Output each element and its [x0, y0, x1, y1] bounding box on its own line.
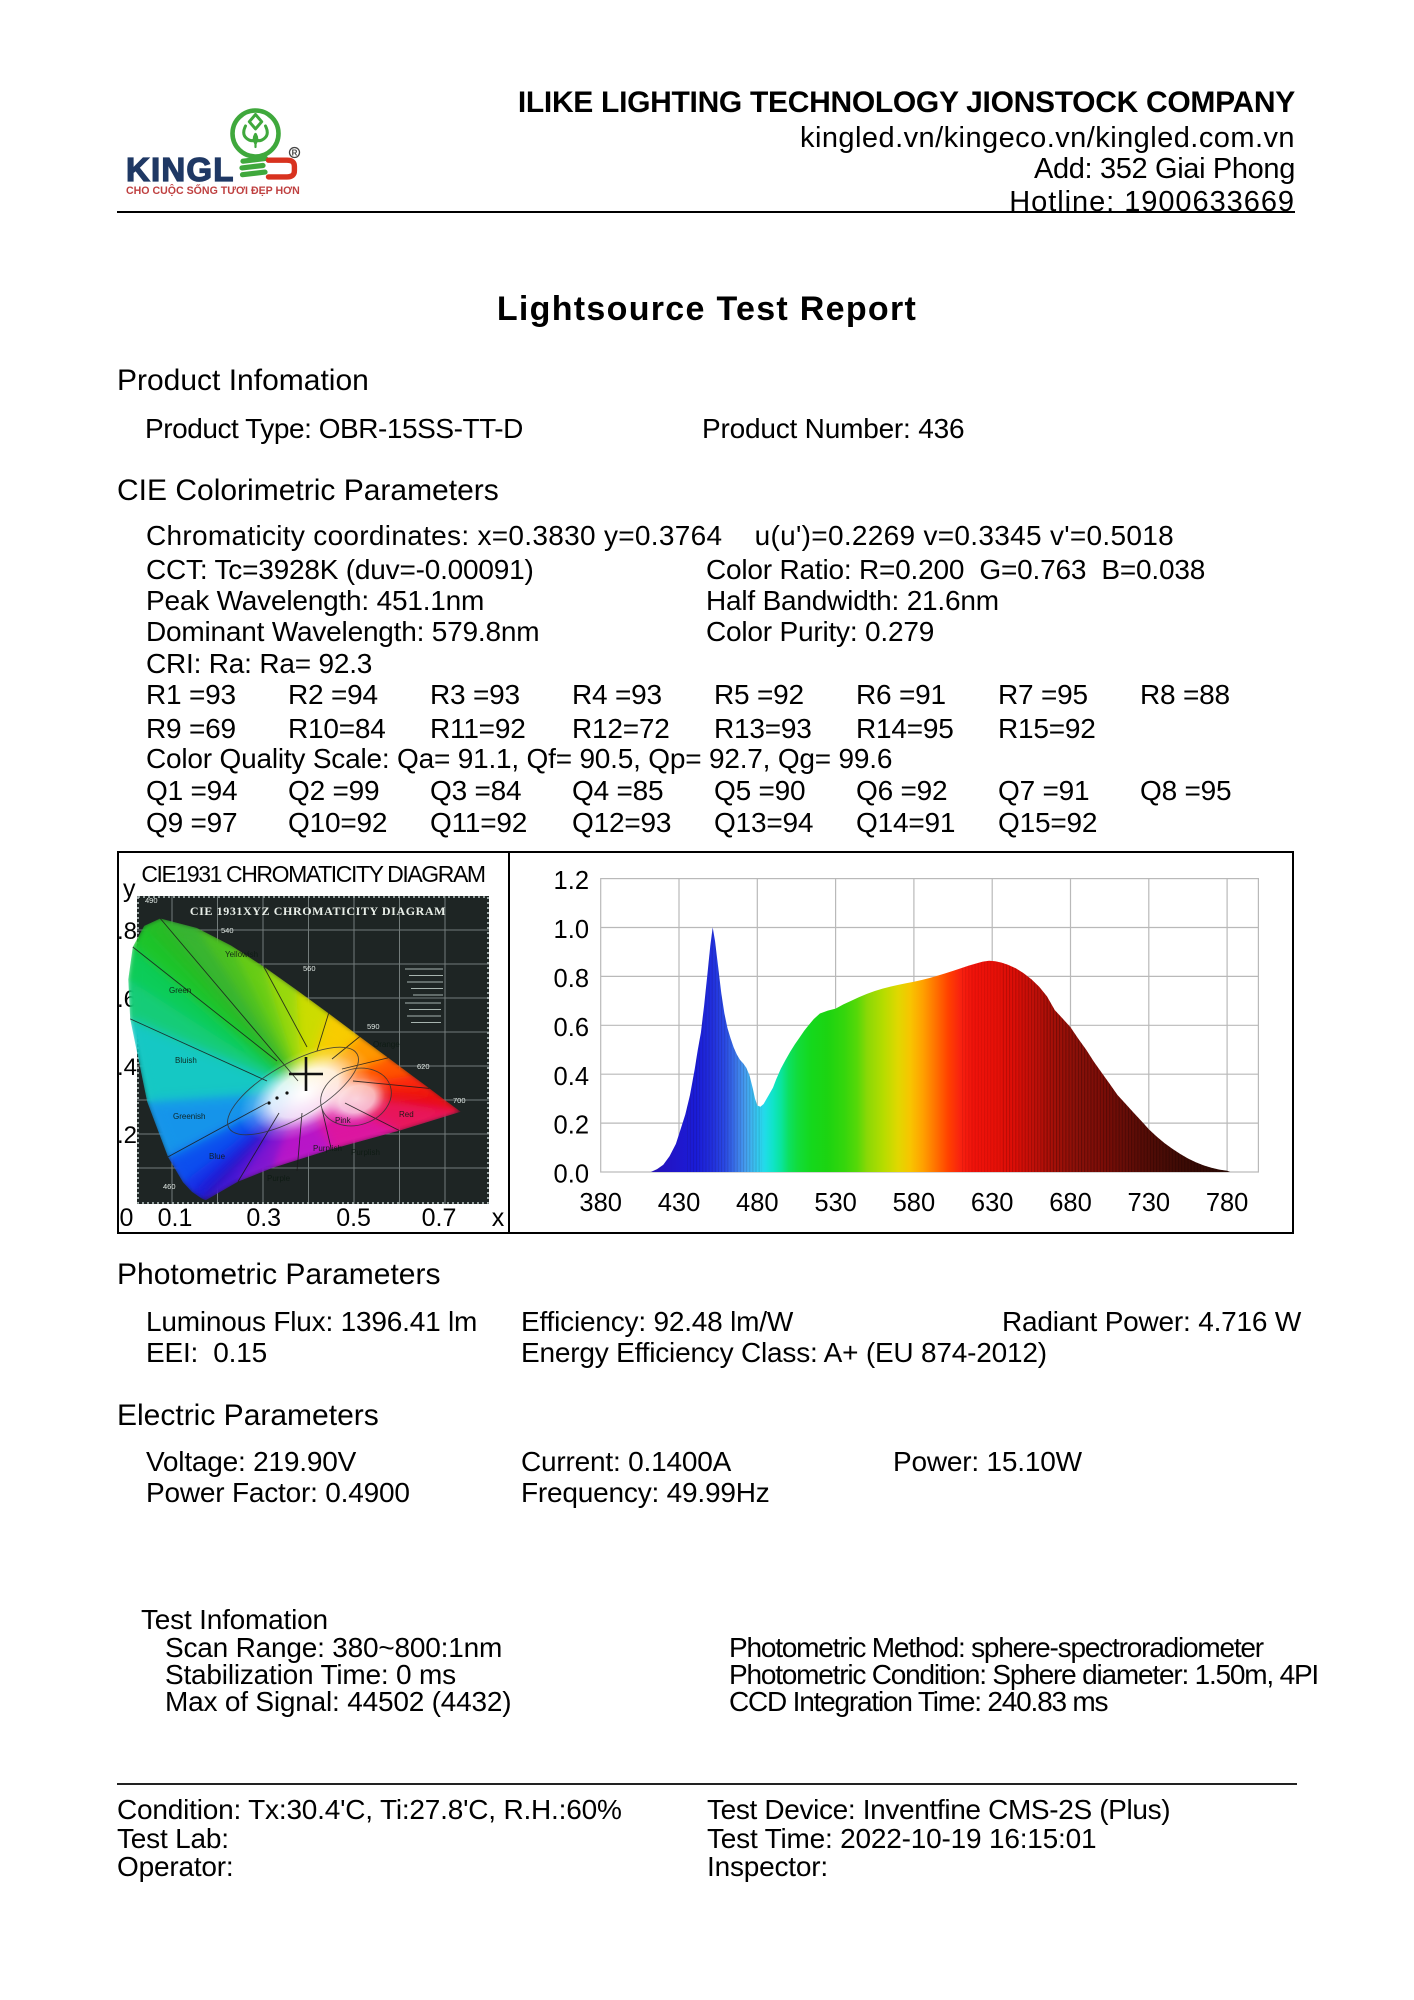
svg-text:0.5: 0.5 [336, 1204, 371, 1232]
svg-text:Pink: Pink [335, 1116, 352, 1125]
svg-text:Greenish: Greenish [173, 1112, 205, 1121]
svg-text:y: y [123, 875, 136, 903]
svg-text:R: R [292, 149, 298, 158]
svg-text:480: 480 [736, 1189, 779, 1217]
svg-text:0.8: 0.8 [554, 965, 589, 993]
svg-text:540: 540 [221, 926, 234, 935]
svg-text:460: 460 [163, 1182, 176, 1191]
svg-text:Bluish: Bluish [175, 1056, 197, 1065]
svg-text:380: 380 [579, 1189, 622, 1217]
svg-text:630: 630 [971, 1189, 1014, 1217]
svg-text:530: 530 [814, 1189, 857, 1217]
svg-text:730: 730 [1128, 1189, 1171, 1217]
svg-text:590: 590 [367, 1022, 380, 1031]
svg-text:1.2: 1.2 [554, 867, 589, 895]
svg-text:0.6: 0.6 [554, 1014, 589, 1042]
svg-text:0.0: 0.0 [554, 1161, 589, 1189]
svg-text:0.1: 0.1 [158, 1204, 193, 1232]
svg-text:0.4: 0.4 [554, 1063, 589, 1091]
svg-text:580: 580 [893, 1189, 936, 1217]
svg-text:CIE1931 CHROMATICITY DIAGRAM: CIE1931 CHROMATICITY DIAGRAM [141, 861, 485, 887]
svg-text:Green: Green [169, 986, 191, 995]
svg-text:620: 620 [417, 1062, 430, 1071]
svg-text:0.7: 0.7 [422, 1204, 457, 1232]
svg-text:0: 0 [120, 1204, 134, 1232]
svg-text:CIE 1931XYZ CHROMATICITY DIAGR: CIE 1931XYZ CHROMATICITY DIAGRAM [190, 904, 446, 918]
svg-text:x: x [492, 1204, 505, 1232]
svg-text:.2: .2 [117, 1122, 137, 1149]
svg-text:560: 560 [303, 964, 316, 973]
svg-text:Orange: Orange [373, 1040, 400, 1049]
svg-text:430: 430 [658, 1189, 701, 1217]
svg-text:Red: Red [399, 1110, 414, 1119]
svg-text:Purplish: Purplish [313, 1144, 342, 1153]
svg-text:CHO CUỘC SỐNG TƯƠI ĐẸP HƠN: CHO CUỘC SỐNG TƯƠI ĐẸP HƠN [126, 183, 300, 197]
svg-text:0.2: 0.2 [554, 1112, 589, 1140]
svg-text:Blue: Blue [209, 1152, 226, 1161]
svg-text:Yellowish: Yellowish [225, 950, 258, 959]
svg-text:1.0: 1.0 [554, 916, 589, 944]
svg-text:700: 700 [453, 1096, 466, 1105]
svg-text:.8: .8 [117, 918, 137, 945]
svg-text:680: 680 [1049, 1189, 1092, 1217]
svg-text:490: 490 [145, 896, 158, 905]
svg-text:KINGL: KINGL [126, 151, 235, 188]
svg-text:Purplish: Purplish [351, 1148, 380, 1157]
svg-text:0.3: 0.3 [246, 1204, 281, 1232]
svg-text:780: 780 [1206, 1189, 1249, 1217]
svg-text:Purple: Purple [267, 1174, 291, 1183]
svg-text:.4: .4 [117, 1054, 137, 1081]
